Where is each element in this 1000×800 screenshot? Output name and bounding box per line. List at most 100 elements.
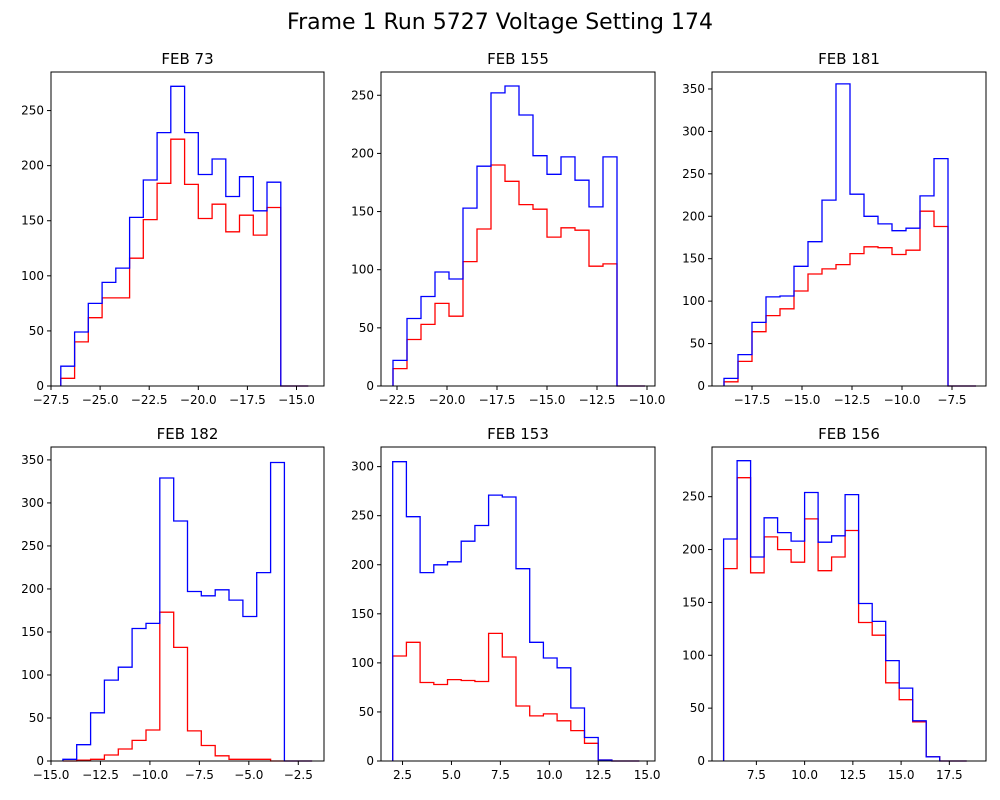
y-tick-label: 50 <box>359 705 374 719</box>
y-tick-label: 150 <box>351 607 374 621</box>
x-tick-label: −7.5 <box>185 768 214 782</box>
y-tick-label: 300 <box>351 460 374 474</box>
y-tick-label: 250 <box>21 104 44 118</box>
y-tick-label: 100 <box>21 269 44 283</box>
chart-panel-3: −17.5 −15.0 −12.5 −10.0 −7.5 0 50 100 150 200 250 3… <box>682 50 987 407</box>
y-tick-label: 350 <box>21 453 44 467</box>
y-tick-label: 200 <box>21 582 44 596</box>
subplot-title: FEB 153 <box>487 425 549 443</box>
chart-panel-6: 7.5 10.0 12.5 15.0 17.5 0 50 100 150 200 250 FEB 15… <box>682 425 987 782</box>
y-tick-label: 0 <box>36 754 44 768</box>
y-tick-label: 0 <box>366 379 374 393</box>
y-tick-label: 250 <box>21 539 44 553</box>
histogram-series-blue <box>392 461 640 762</box>
y-tick-label: 200 <box>21 159 44 173</box>
x-tick-label: 5.0 <box>442 768 461 782</box>
chart-panel-1: −27.5 −25.0 −22.5 −20.0 −17.5 −15.0 0 50 100 150 2… <box>21 50 325 407</box>
histogram-series-blue <box>60 85 309 387</box>
y-tick-label: 250 <box>682 167 705 181</box>
y-tick-label: 200 <box>351 558 374 572</box>
histogram-series-red <box>62 611 313 762</box>
y-tick-label: 100 <box>682 648 705 662</box>
y-tick-label: 150 <box>682 595 705 609</box>
y-tick-label: 150 <box>351 205 374 219</box>
histogram-series-blue <box>723 83 976 387</box>
y-tick-label: 250 <box>682 490 705 504</box>
x-tick-label: −20.0 <box>180 393 217 407</box>
chart-panel-4: −15.0 −12.5 −10.0 −7.5 −5.0 −2.5 0 50 100 150 200 2… <box>21 425 325 782</box>
y-tick-label: 150 <box>682 252 705 266</box>
y-tick-label: 0 <box>697 754 705 768</box>
x-tick-label: 2.5 <box>393 768 412 782</box>
y-tick-label: 350 <box>682 82 705 96</box>
y-tick-label: 50 <box>690 337 705 351</box>
x-tick-label: −12.5 <box>834 393 871 407</box>
x-tick-label: −7.5 <box>937 393 966 407</box>
y-tick-label: 0 <box>697 379 705 393</box>
y-tick-label: 200 <box>682 543 705 557</box>
x-tick-label: −27.5 <box>33 393 70 407</box>
y-tick-label: 300 <box>21 496 44 510</box>
axes-frame <box>50 446 325 762</box>
y-tick-label: 250 <box>351 509 374 523</box>
x-tick-label: −15.0 <box>33 768 70 782</box>
y-tick-label: 300 <box>682 124 705 138</box>
x-tick-label: −10.0 <box>884 393 921 407</box>
y-tick-label: 50 <box>690 701 705 715</box>
x-tick-label: 12.5 <box>585 768 612 782</box>
figure-title: Frame 1 Run 5727 Voltage Setting 174 <box>287 10 713 35</box>
histogram-series-red <box>392 164 645 387</box>
x-tick-label: −20.0 <box>429 393 466 407</box>
axes-frame <box>50 71 325 387</box>
x-tick-label: 10.0 <box>791 768 818 782</box>
x-tick-label: −15.0 <box>278 393 315 407</box>
x-tick-label: 12.5 <box>839 768 866 782</box>
x-tick-label: −17.5 <box>734 393 771 407</box>
axes-frame <box>711 446 987 762</box>
x-tick-label: 7.5 <box>747 768 766 782</box>
x-tick-label: −22.5 <box>131 393 168 407</box>
y-tick-label: 200 <box>682 209 705 223</box>
y-tick-label: 0 <box>366 754 374 768</box>
subplot-title: FEB 181 <box>818 50 880 68</box>
x-tick-label: −17.5 <box>229 393 266 407</box>
x-tick-label: 15.0 <box>888 768 915 782</box>
x-tick-label: −17.5 <box>479 393 516 407</box>
axes-frame <box>711 71 987 387</box>
y-tick-label: 150 <box>21 625 44 639</box>
chart-panel-5: 2.5 5.0 7.5 10.0 12.5 15.0 0 50 100 150 200 250 300 F… <box>351 425 660 782</box>
y-tick-label: 50 <box>359 321 374 335</box>
x-tick-label: 10.0 <box>536 768 563 782</box>
histogram-series-red <box>722 477 967 762</box>
y-tick-label: 0 <box>36 379 44 393</box>
y-tick-label: 200 <box>351 146 374 160</box>
x-tick-label: −25.0 <box>82 393 119 407</box>
histogram-series-red <box>723 210 976 387</box>
y-tick-label: 150 <box>21 214 44 228</box>
x-tick-label: 15.0 <box>634 768 661 782</box>
x-tick-label: −12.5 <box>82 768 119 782</box>
subplot-title: FEB 182 <box>157 425 219 443</box>
subplot-title: FEB 156 <box>818 425 880 443</box>
x-tick-label: 17.5 <box>936 768 963 782</box>
axes-frame <box>380 446 656 762</box>
x-tick-label: −15.0 <box>784 393 821 407</box>
x-tick-label: −10.0 <box>629 393 666 407</box>
histogram-series-blue <box>722 460 967 762</box>
subplot-title: FEB 73 <box>161 50 213 68</box>
y-tick-label: 50 <box>29 711 44 725</box>
y-tick-label: 100 <box>351 263 374 277</box>
chart-panel-2: −22.5 −20.0 −17.5 −15.0 −12.5 −10.0 0 50 100 150 2… <box>351 50 665 407</box>
y-tick-label: 250 <box>351 88 374 102</box>
x-tick-label: −5.0 <box>234 768 263 782</box>
histogram-series-blue <box>62 461 313 762</box>
histogram-series-blue <box>392 85 645 387</box>
x-tick-label: −22.5 <box>379 393 416 407</box>
x-tick-label: −10.0 <box>132 768 169 782</box>
axes-frame <box>380 71 656 387</box>
x-tick-label: 7.5 <box>491 768 510 782</box>
x-tick-label: −15.0 <box>529 393 566 407</box>
x-tick-label: −12.5 <box>579 393 616 407</box>
y-tick-label: 100 <box>351 656 374 670</box>
